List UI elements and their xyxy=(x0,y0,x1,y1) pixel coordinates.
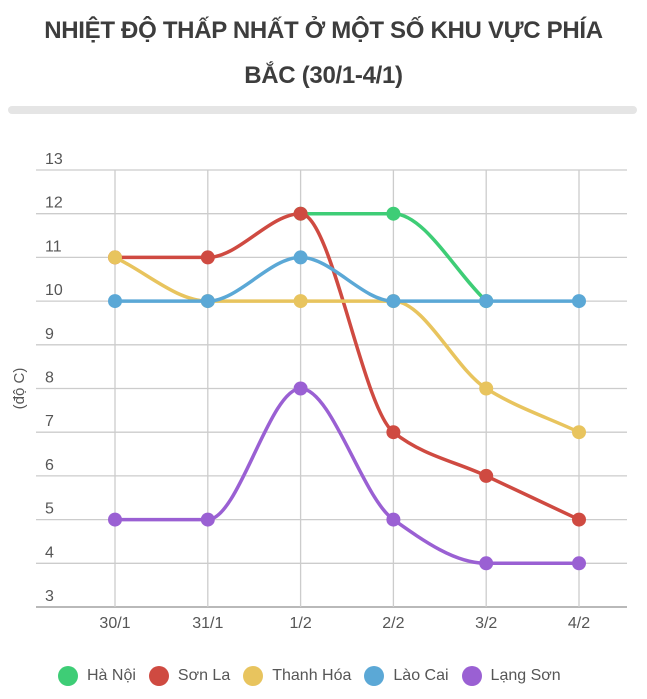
line-chart: 13 12 11 10 9 8 7 6 5 4 3 30/1 31/1 1/2 2/2 3/2 4/2 (độ C… xyxy=(11,151,627,632)
legend-item-0[interactable]: Hà Nội xyxy=(58,666,136,686)
data-point-series-3[interactable] xyxy=(293,250,308,265)
legend-label: Thanh Hóa xyxy=(272,667,352,684)
legend-dot-icon xyxy=(243,666,264,686)
data-point-series-1[interactable] xyxy=(386,425,401,440)
chart-title-line-1: NHIỆT ĐỘ THẤP NHẤT Ở MỘT SỐ KHU VỰC PHÍA xyxy=(44,17,603,44)
data-point-series-4[interactable] xyxy=(108,512,122,527)
x-tick-label-4: 3/2 xyxy=(475,615,497,632)
y-tick-label-5: 5 xyxy=(45,501,54,518)
y-tick-label-12: 12 xyxy=(45,195,63,212)
divider-bar xyxy=(8,106,637,114)
data-point-series-2[interactable] xyxy=(572,425,586,440)
y-tick-label-8: 8 xyxy=(45,370,54,387)
data-point-series-3[interactable] xyxy=(108,294,122,309)
legend-item-2[interactable]: Thanh Hóa xyxy=(243,666,351,686)
data-point-series-2[interactable] xyxy=(108,250,122,265)
data-point-series-0[interactable] xyxy=(386,206,401,221)
legend-label: Lạng Sơn xyxy=(490,667,561,684)
data-point-series-2[interactable] xyxy=(479,381,494,396)
legend-dot-icon xyxy=(461,666,482,686)
y-tick-label-4: 4 xyxy=(45,544,54,561)
data-point-series-3[interactable] xyxy=(479,294,494,309)
x-tick-label-3: 2/2 xyxy=(382,615,404,632)
y-tick-label-13: 13 xyxy=(45,151,63,168)
y-axis-title: (độ C) xyxy=(11,368,28,410)
chart-title-line-2: BẮC (30/1-4/1) xyxy=(244,62,403,89)
data-point-series-4[interactable] xyxy=(200,512,215,527)
legend-item-4[interactable]: Lạng Sơn xyxy=(461,666,561,686)
y-tick-label-7: 7 xyxy=(45,413,54,430)
data-point-series-4[interactable] xyxy=(572,556,586,571)
legend-label: Sơn La xyxy=(177,667,231,684)
data-point-series-3[interactable] xyxy=(572,294,586,309)
legend-dot-icon xyxy=(364,666,385,686)
x-tick-label-0: 30/1 xyxy=(99,615,130,632)
data-point-series-4[interactable] xyxy=(479,556,494,571)
legend-label: Hà Nội xyxy=(87,667,136,684)
data-point-series-3[interactable] xyxy=(386,294,401,309)
y-tick-label-3: 3 xyxy=(45,588,54,605)
data-point-series-1[interactable] xyxy=(479,468,494,483)
y-tick-label-11: 11 xyxy=(45,238,62,255)
series-line-1 xyxy=(113,211,581,522)
x-tick-label-5: 4/2 xyxy=(568,615,590,632)
data-point-series-1[interactable] xyxy=(200,250,215,265)
chart-legend: Hà Nội Sơn La Thanh Hóa Lào Cai Lạng Sơn xyxy=(58,663,574,689)
x-tick-label-2: 1/2 xyxy=(289,615,311,632)
x-tick-label-1: 31/1 xyxy=(192,615,223,632)
data-point-series-4[interactable] xyxy=(386,512,401,527)
data-point-series-2[interactable] xyxy=(293,294,308,309)
y-tick-label-9: 9 xyxy=(45,326,54,343)
legend-item-3[interactable]: Lào Cai xyxy=(364,666,449,686)
data-point-series-4[interactable] xyxy=(293,381,308,396)
data-point-series-3[interactable] xyxy=(200,294,215,309)
y-tick-label-6: 6 xyxy=(45,457,54,474)
chart-title: NHIỆT ĐỘ THẤP NHẤT Ở MỘT SỐ KHU VỰC PHÍA… xyxy=(0,8,647,98)
legend-label: Lào Cai xyxy=(393,667,449,684)
data-point-series-1[interactable] xyxy=(293,206,308,221)
legend-dot-icon xyxy=(58,666,78,686)
legend-item-1[interactable]: Sơn La xyxy=(148,666,231,686)
legend-dot-icon xyxy=(148,666,169,686)
y-tick-label-10: 10 xyxy=(45,282,63,299)
data-point-series-1[interactable] xyxy=(572,512,586,527)
